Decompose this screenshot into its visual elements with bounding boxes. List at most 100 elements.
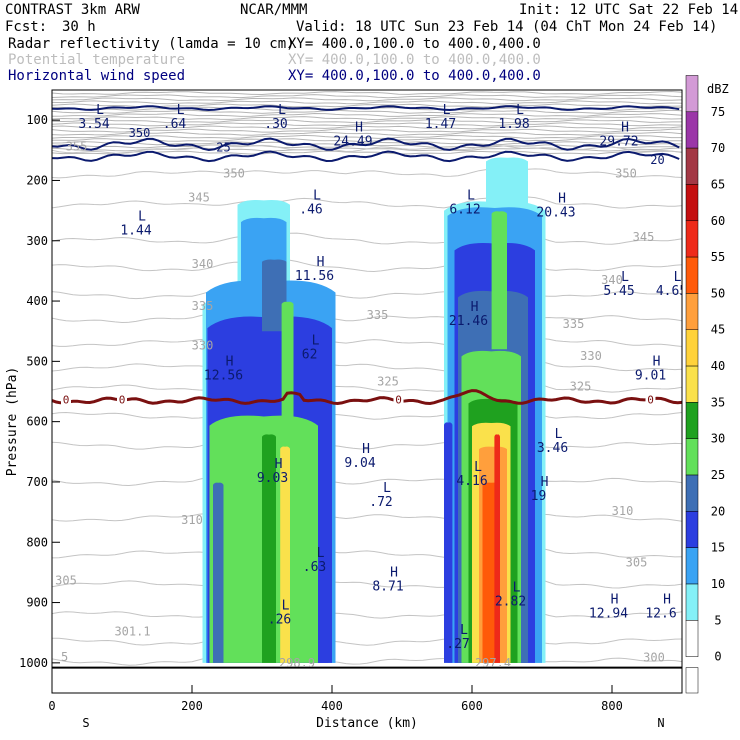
colorbar-swatch xyxy=(685,667,699,694)
colorbar-swatch xyxy=(685,220,699,258)
wind-contour-jet xyxy=(52,137,680,152)
theta-label: 325 xyxy=(570,379,592,393)
theta-label: 340 xyxy=(601,273,623,287)
freezing-level-label: 0 xyxy=(395,394,402,407)
extremum-value: 1.44 xyxy=(120,224,151,239)
colorbar-swatch xyxy=(685,620,699,657)
colorbar-swatch xyxy=(685,583,699,621)
theta-label: 325 xyxy=(377,374,399,388)
y-tick-label: 500 xyxy=(26,354,48,368)
colorbar-swatch xyxy=(685,329,699,367)
extremum-value: 62 xyxy=(302,347,318,362)
extremum-marker: L xyxy=(621,270,629,285)
colorbar-tick-label: 60 xyxy=(711,214,725,228)
theta-contour xyxy=(52,144,682,154)
extremum-value: .72 xyxy=(369,495,392,510)
field-xy: XY= 400.0,100.0 to 400.0,400.0 xyxy=(288,36,541,52)
theta-contour xyxy=(52,313,682,324)
extremum-marker: L xyxy=(467,189,475,204)
theta-contour xyxy=(52,116,682,121)
colorbar-swatch xyxy=(685,147,699,185)
plot-inner: 0 0 0 0 355 350 350 345 345 340 340 335 335 335 330 330… xyxy=(52,90,682,670)
y-tick-label: 1000 xyxy=(19,656,48,670)
theta-label: 355 xyxy=(66,139,88,153)
extremum-value: .30 xyxy=(264,117,287,132)
extremum-value: 21.46 xyxy=(449,314,488,329)
extremum-value: .63 xyxy=(303,560,326,575)
wind-contour-label: 20 xyxy=(650,153,664,167)
reflectivity-cell-1-20dbz xyxy=(213,482,224,663)
extremum-marker: L xyxy=(138,210,146,225)
theta-contour xyxy=(52,94,682,99)
extremum-marker: H xyxy=(390,565,398,580)
theta-label: 335 xyxy=(192,299,214,313)
theta-label: 335 xyxy=(367,308,389,322)
colorbar-tick-label: 40 xyxy=(711,359,725,373)
colorbar-tick-label: 5 xyxy=(714,613,721,627)
plot-frame xyxy=(51,89,683,694)
extremum-marker: H xyxy=(541,475,549,490)
reflectivity-cells xyxy=(202,157,546,663)
theta-label: 350 xyxy=(223,166,245,180)
extremum-value: 9.03 xyxy=(257,471,288,486)
x-tick-label: 600 xyxy=(461,699,483,713)
colorbar-swatch xyxy=(685,402,699,439)
extremum-marker: L xyxy=(460,623,468,638)
reflectivity-cell-2-55dbz xyxy=(494,434,500,663)
freezing-level-label-bg xyxy=(61,393,71,405)
extremum-marker: L xyxy=(513,581,521,596)
colorbar-swatch xyxy=(685,111,699,149)
wind-contour-label: 350 xyxy=(129,126,151,140)
extremum-value: 24.49 xyxy=(333,134,372,149)
theta-contour xyxy=(52,128,682,133)
reflectivity-cell-1-20dbz xyxy=(262,259,287,332)
colorbar-tick-label: 30 xyxy=(711,432,725,446)
theta-label: 305 xyxy=(626,555,648,569)
model-name: CONTRAST 3km ARW xyxy=(5,2,140,18)
colorbar-tick-label: 20 xyxy=(711,504,725,518)
theta-contour xyxy=(52,141,682,146)
colorbar-title: dBZ xyxy=(707,82,729,96)
x-axis-label: Distance (km) xyxy=(316,716,418,731)
theta-contour xyxy=(52,287,682,300)
extremum-value: 4.16 xyxy=(456,474,487,489)
field-xy: XY= 400.0,100.0 to 400.0,400.0 xyxy=(288,68,541,84)
extremum-marker: H xyxy=(355,120,363,135)
extremum-marker: L xyxy=(674,270,682,285)
x-end-label-south: S xyxy=(82,716,89,730)
extremum-value: .46 xyxy=(299,203,322,218)
extremum-marker: H xyxy=(653,354,661,369)
theta-contour xyxy=(52,337,682,347)
extremum-marker: L xyxy=(383,481,391,496)
init-time: Init: 12 UTC Sat 22 Feb 14 xyxy=(519,2,738,18)
y-axis-label: Pressure (hPa) xyxy=(5,367,20,477)
extremum-value: 1.98 xyxy=(498,117,529,132)
colorbar-swatch xyxy=(685,256,699,294)
wind-contour-jet xyxy=(52,105,680,112)
colorbar-tick-label: 25 xyxy=(711,468,725,482)
theta-contour xyxy=(52,168,682,179)
extremum-value: 12.94 xyxy=(589,607,628,622)
theta-contour xyxy=(52,122,682,127)
wind-contour-label: 25 xyxy=(216,141,230,155)
extremum-value: .27 xyxy=(446,637,469,652)
theta-label: 330 xyxy=(580,349,602,363)
extremum-marker: L xyxy=(443,103,451,118)
theta-label: 301.1 xyxy=(114,625,150,639)
reflectivity-cell-2-15dbz xyxy=(444,422,453,663)
extremum-value: 11.56 xyxy=(295,269,334,284)
extremum-marker: L xyxy=(282,599,290,614)
colorbar-tick-label: 35 xyxy=(711,395,725,409)
theta-contour xyxy=(52,379,682,393)
extremum-value: 12.56 xyxy=(204,368,243,383)
theta-contour xyxy=(52,359,682,372)
theta-label: 310 xyxy=(181,513,203,527)
freezing-level-label: 0 xyxy=(119,394,126,407)
extremum-marker: H xyxy=(362,442,370,457)
field-name: Potential temperature xyxy=(8,52,185,68)
extremum-marker: L xyxy=(317,546,325,561)
theta-contour xyxy=(52,97,682,102)
extremum-value: 6.12 xyxy=(449,203,480,218)
wind-contour-jet xyxy=(52,150,680,163)
